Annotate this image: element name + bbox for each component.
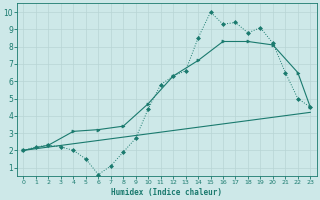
- X-axis label: Humidex (Indice chaleur): Humidex (Indice chaleur): [111, 188, 222, 197]
